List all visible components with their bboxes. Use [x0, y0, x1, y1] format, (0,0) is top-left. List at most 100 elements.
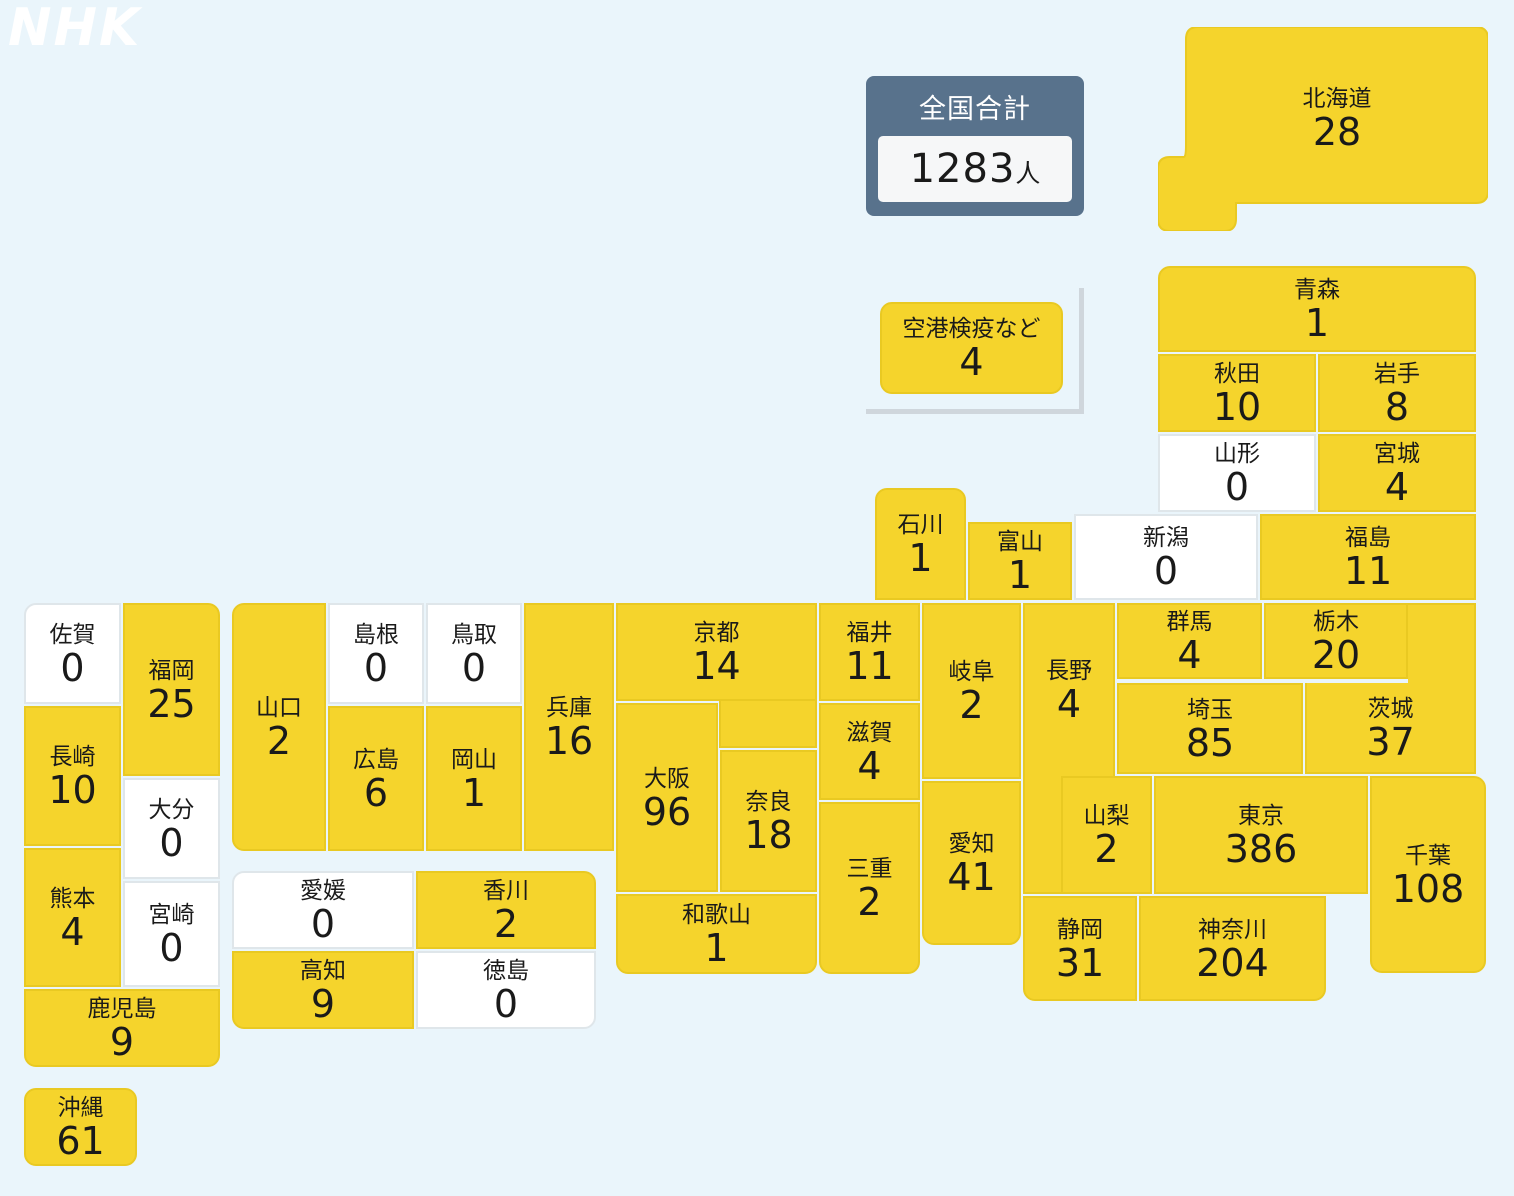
pref-kyoto[interactable]: 京都 14	[616, 603, 817, 701]
pref-saitama-name: 埼玉	[1187, 696, 1233, 723]
pref-hyogo-value: 16	[544, 719, 594, 763]
pref-shimane-name: 島根	[353, 621, 399, 648]
pref-tottori[interactable]: 鳥取 0	[426, 603, 522, 704]
pref-mie-value: 2	[857, 880, 882, 924]
pref-okinawa-name: 沖縄	[57, 1095, 104, 1121]
pref-yamagata-value: 0	[1224, 465, 1250, 509]
pref-yamaguchi-name: 山口	[256, 695, 302, 721]
pref-miyagi[interactable]: 宮城 4	[1318, 434, 1476, 512]
pref-kanagawa[interactable]: 神奈川 204	[1139, 896, 1326, 1001]
pref-tokushima[interactable]: 徳島 0	[416, 951, 596, 1029]
pref-ehime[interactable]: 愛媛 0	[232, 871, 414, 949]
pref-fukuoka-value: 25	[147, 681, 196, 726]
pref-kagawa-value: 2	[493, 902, 519, 946]
pref-hiroshima[interactable]: 広島 6	[328, 706, 424, 851]
pref-saga-value: 0	[60, 645, 85, 690]
pref-aomori[interactable]: 青森 1	[1158, 266, 1476, 352]
pref-shizuoka[interactable]: 静岡 31	[1023, 896, 1137, 1001]
pref-wakayama[interactable]: 和歌山 1	[616, 894, 817, 974]
pref-airport-value: 4	[959, 340, 984, 384]
pref-fukushima[interactable]: 福島 11	[1260, 514, 1476, 600]
pref-tokyo[interactable]: 東京 386	[1154, 776, 1368, 894]
pref-gifu-value: 2	[959, 683, 984, 727]
national-total-value-box: 1283人	[878, 136, 1072, 202]
pref-aichi-name: 愛知	[948, 831, 995, 857]
pref-akita[interactable]: 秋田 10	[1158, 354, 1316, 432]
pref-yamaguchi[interactable]: 山口 2	[232, 603, 326, 851]
pref-hokkaido[interactable]: 北海道 28	[1158, 27, 1488, 231]
pref-niigata[interactable]: 新潟 0	[1074, 514, 1258, 600]
pref-hiroshima-name: 広島	[353, 746, 399, 773]
pref-kagoshima[interactable]: 鹿児島 9	[24, 989, 220, 1067]
pref-miyazaki[interactable]: 宮崎 0	[123, 881, 220, 987]
pref-chiba-name: 千葉	[1405, 842, 1451, 869]
pref-osaka[interactable]: 大阪 96	[616, 703, 718, 892]
pref-nagasaki[interactable]: 長崎 10	[24, 706, 121, 846]
pref-yamanashi-name: 山梨	[1083, 803, 1130, 829]
pref-okayama-value: 1	[461, 770, 487, 815]
pref-aichi-value: 41	[947, 855, 996, 899]
pref-kagawa-name: 香川	[483, 878, 529, 904]
pref-shimane[interactable]: 島根 0	[328, 603, 424, 704]
pref-kyoto-value: 14	[692, 644, 741, 688]
pref-chiba[interactable]: 千葉 108	[1370, 776, 1486, 973]
pref-yamagata-name: 山形	[1214, 441, 1260, 467]
hokkaido-label: 北海道 28	[1268, 85, 1406, 151]
pref-iwate-value: 8	[1384, 385, 1410, 429]
pref-hyogo[interactable]: 兵庫 16	[524, 603, 614, 851]
pref-ishikawa[interactable]: 石川 1	[875, 488, 966, 600]
pref-okinawa-value: 61	[56, 1119, 105, 1163]
pref-gunma-value: 4	[1177, 633, 1202, 677]
pref-okayama-name: 岡山	[451, 746, 497, 773]
pref-miyagi-name: 宮城	[1374, 441, 1420, 467]
pref-fukushima-value: 11	[1343, 549, 1393, 593]
pref-tochigi-name: 栃木	[1313, 609, 1359, 635]
pref-nagasaki-value: 10	[48, 768, 97, 812]
pref-aichi[interactable]: 愛知 41	[922, 781, 1021, 945]
pref-gunma-name: 群馬	[1166, 609, 1213, 635]
pref-saitama[interactable]: 埼玉 85	[1117, 683, 1303, 774]
pref-ibaraki[interactable]: 茨城 37	[1305, 683, 1476, 774]
pref-nagasaki-name: 長崎	[49, 744, 96, 770]
pref-okinawa[interactable]: 沖縄 61	[24, 1088, 137, 1166]
pref-gifu-name: 岐阜	[948, 659, 995, 685]
pref-kagawa[interactable]: 香川 2	[416, 871, 596, 949]
national-total-unit: 人	[1015, 159, 1041, 188]
pref-saga[interactable]: 佐賀 0	[24, 603, 121, 704]
pref-toyama-name: 富山	[997, 529, 1043, 555]
pref-toyama[interactable]: 富山 1	[968, 522, 1072, 600]
pref-ibaraki-value: 37	[1366, 719, 1415, 764]
pref-tottori-value: 0	[461, 645, 487, 690]
pref-shiga-value: 4	[857, 743, 882, 788]
pref-nagano-name: 長野	[1046, 658, 1092, 684]
pref-yamagata[interactable]: 山形 0	[1158, 434, 1316, 512]
pref-iwate-name: 岩手	[1374, 361, 1420, 387]
pref-fukui[interactable]: 福井 11	[819, 603, 920, 701]
pref-gifu[interactable]: 岐阜 2	[922, 603, 1021, 779]
pref-mie[interactable]: 三重 2	[819, 802, 920, 974]
pref-kumamoto[interactable]: 熊本 4	[24, 848, 121, 987]
pref-oita[interactable]: 大分 0	[123, 778, 220, 879]
pref-kochi[interactable]: 高知 9	[232, 951, 414, 1029]
pref-nara-name: 奈良	[745, 789, 792, 815]
pref-nara[interactable]: 奈良 18	[720, 750, 817, 892]
pref-wakayama-name: 和歌山	[682, 902, 751, 928]
pref-kanagawa-name: 神奈川	[1198, 916, 1267, 943]
pref-aomori-name: 青森	[1294, 277, 1340, 303]
pref-gunma[interactable]: 群馬 4	[1117, 603, 1262, 679]
pref-tottori-name: 鳥取	[451, 621, 497, 648]
pref-shizuoka-value: 31	[1055, 940, 1105, 985]
pref-iwate[interactable]: 岩手 8	[1318, 354, 1476, 432]
pref-airport[interactable]: 空港検疫など 4	[880, 302, 1063, 394]
pref-osaka-value: 96	[642, 789, 692, 834]
pref-ibaraki-name: 茨城	[1367, 695, 1414, 722]
pref-shiga[interactable]: 滋賀 4	[819, 703, 920, 800]
pref-fukushima-name: 福島	[1345, 525, 1391, 551]
nhk-logo: NHK	[8, 0, 142, 58]
pref-airport-name: 空港検疫など	[902, 316, 1041, 342]
pref-okayama[interactable]: 岡山 1	[426, 706, 522, 851]
pref-tochigi[interactable]: 栃木 20	[1264, 603, 1408, 679]
pref-yamanashi[interactable]: 山梨 2	[1061, 776, 1152, 894]
pref-kagoshima-value: 9	[109, 1020, 135, 1064]
pref-fukuoka[interactable]: 福岡 25	[123, 603, 220, 776]
